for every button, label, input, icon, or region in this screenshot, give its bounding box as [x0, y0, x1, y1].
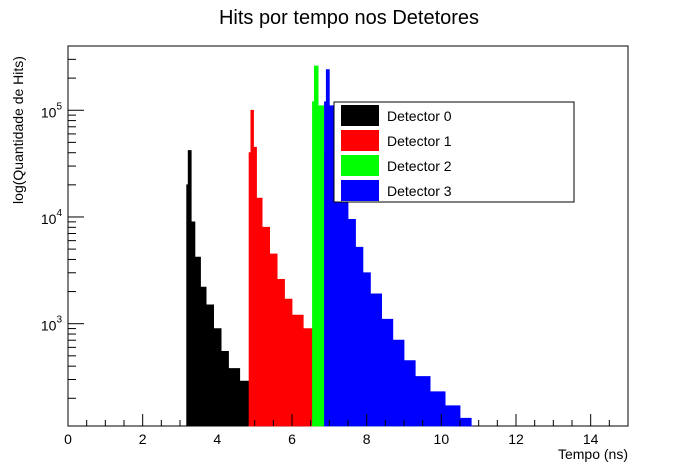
- x-tick-label: 0: [64, 431, 72, 447]
- y-axis-title: log(Quantidade de Hits): [10, 56, 26, 204]
- x-tick-label: 6: [288, 431, 296, 447]
- y-tick-label: 104: [41, 208, 63, 227]
- y-axis: 103 104 105: [41, 45, 84, 399]
- legend-swatch-1: [341, 130, 379, 151]
- legend-label-2: Detector 2: [387, 158, 452, 174]
- legend-label-0: Detector 0: [387, 108, 452, 124]
- y-tick-label: 105: [41, 101, 63, 120]
- legend-swatch-2: [341, 155, 379, 176]
- legend: Detector 0 Detector 1 Detector 2 Detector 3: [333, 101, 575, 203]
- x-tick-label: 14: [583, 431, 599, 447]
- x-tick-label: 12: [508, 431, 524, 447]
- x-tick-label: 8: [363, 431, 371, 447]
- x-tick-label: 2: [139, 431, 147, 447]
- chart-title: Hits por tempo nos Detetores: [219, 7, 479, 29]
- legend-label-3: Detector 3: [387, 183, 452, 199]
- x-tick-label: 10: [434, 431, 450, 447]
- y-tick-label: 103: [41, 315, 63, 334]
- series-3: [323, 69, 474, 427]
- series-fill-3: [323, 69, 474, 427]
- x-tick-label: 4: [213, 431, 221, 447]
- x-axis: 0 2 4 6 8 10 12 14: [64, 414, 629, 447]
- legend-swatch-0: [341, 105, 379, 126]
- legend-label-1: Detector 1: [387, 133, 452, 149]
- x-axis-title: Tempo (ns): [558, 446, 628, 462]
- series-layer: [186, 65, 474, 427]
- legend-swatch-3: [341, 180, 379, 201]
